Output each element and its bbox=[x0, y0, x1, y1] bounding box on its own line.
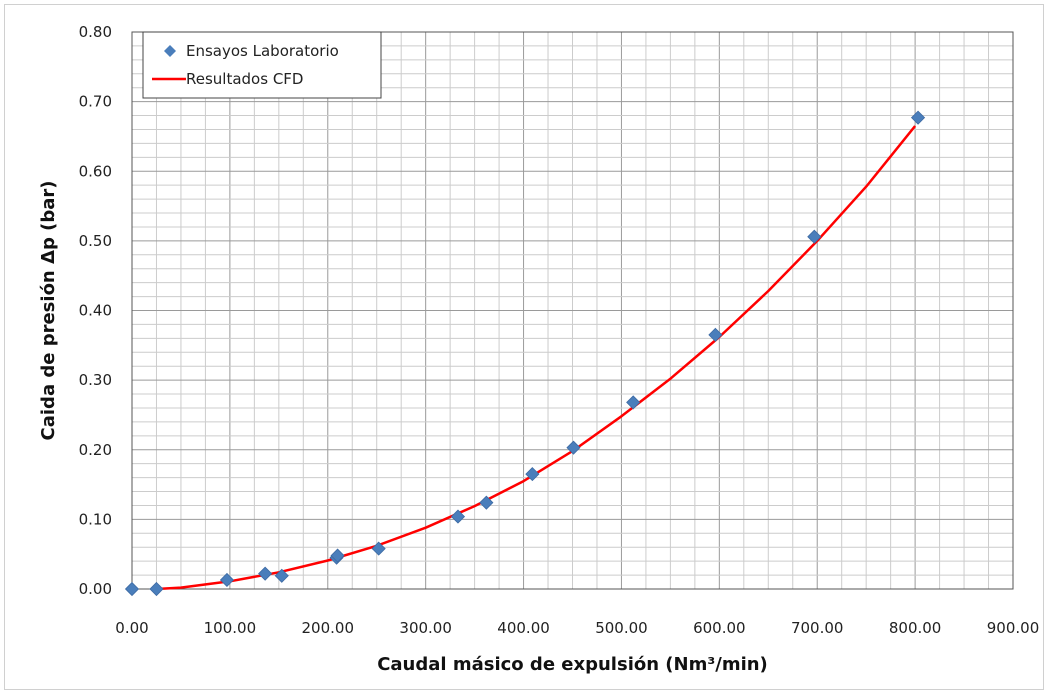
y-tick-label: 0.80 bbox=[79, 23, 112, 41]
chart-frame bbox=[4, 4, 1044, 690]
data-point-ensayos bbox=[910, 110, 926, 125]
y-tick-label: 0.10 bbox=[79, 510, 112, 528]
y-tick-label: 0.20 bbox=[79, 441, 112, 459]
x-axis-title: Caudal másico de expulsión (Nm³/min) bbox=[377, 654, 768, 675]
x-tick-labels: 0.00 100.00 200.00 300.00 400.00 500.00 600.00… bbox=[115, 619, 1039, 637]
y-tick-label: 0.70 bbox=[79, 93, 112, 111]
legend-label-ensayos: Ensayos Laboratorio bbox=[186, 42, 339, 60]
data-point-ensayos bbox=[708, 327, 723, 342]
data-point-ensayos bbox=[149, 581, 164, 597]
data-point-ensayos bbox=[566, 440, 581, 455]
x-tick-label: 500.00 bbox=[595, 619, 648, 637]
data-point-ensayos bbox=[626, 395, 641, 410]
data-point-ensayos bbox=[330, 548, 345, 563]
y-tick-label: 0.40 bbox=[79, 302, 112, 320]
x-tick-label: 900.00 bbox=[987, 619, 1040, 637]
x-tick-label: 600.00 bbox=[693, 619, 746, 637]
legend-diamond-marker bbox=[164, 45, 176, 57]
data-point-ensayos bbox=[371, 541, 386, 556]
data-point-ensayos bbox=[274, 568, 289, 583]
data-point-ensayos bbox=[479, 495, 494, 510]
series-layer bbox=[124, 110, 926, 597]
y-tick-label: 0.50 bbox=[79, 232, 112, 250]
legend-box bbox=[142, 31, 382, 99]
grid bbox=[131, 31, 1014, 590]
data-point-ensayos bbox=[450, 509, 466, 524]
y-tick-label: 0.30 bbox=[79, 371, 112, 389]
x-tick-label: 300.00 bbox=[399, 619, 452, 637]
x-tick-label: 100.00 bbox=[204, 619, 257, 637]
x-tick-label: 400.00 bbox=[497, 619, 550, 637]
data-point-ensayos bbox=[219, 572, 235, 588]
x-tick-label: 0.00 bbox=[115, 619, 148, 637]
legend: Ensayos Laboratorio Resultados CFD bbox=[142, 31, 382, 99]
y-axis-title: Caida de presión Δp (bar) bbox=[38, 181, 59, 441]
data-point-ensayos bbox=[807, 229, 822, 244]
legend-label-cfd: Resultados CFD bbox=[186, 70, 303, 88]
x-tick-label: 700.00 bbox=[791, 619, 844, 637]
x-tick-label: 800.00 bbox=[889, 619, 942, 637]
y-tick-label: 0.60 bbox=[79, 162, 112, 180]
y-tick-label: 0.00 bbox=[79, 580, 112, 598]
plot-area-border bbox=[131, 31, 1014, 590]
data-point-ensayos bbox=[124, 581, 140, 597]
y-tick-labels: 0.00 0.10 0.20 0.30 0.40 0.50 0.60 0.70 0.80 bbox=[79, 23, 112, 598]
data-point-ensayos bbox=[258, 566, 273, 581]
x-tick-label: 200.00 bbox=[302, 619, 355, 637]
data-point-ensayos bbox=[525, 467, 540, 482]
